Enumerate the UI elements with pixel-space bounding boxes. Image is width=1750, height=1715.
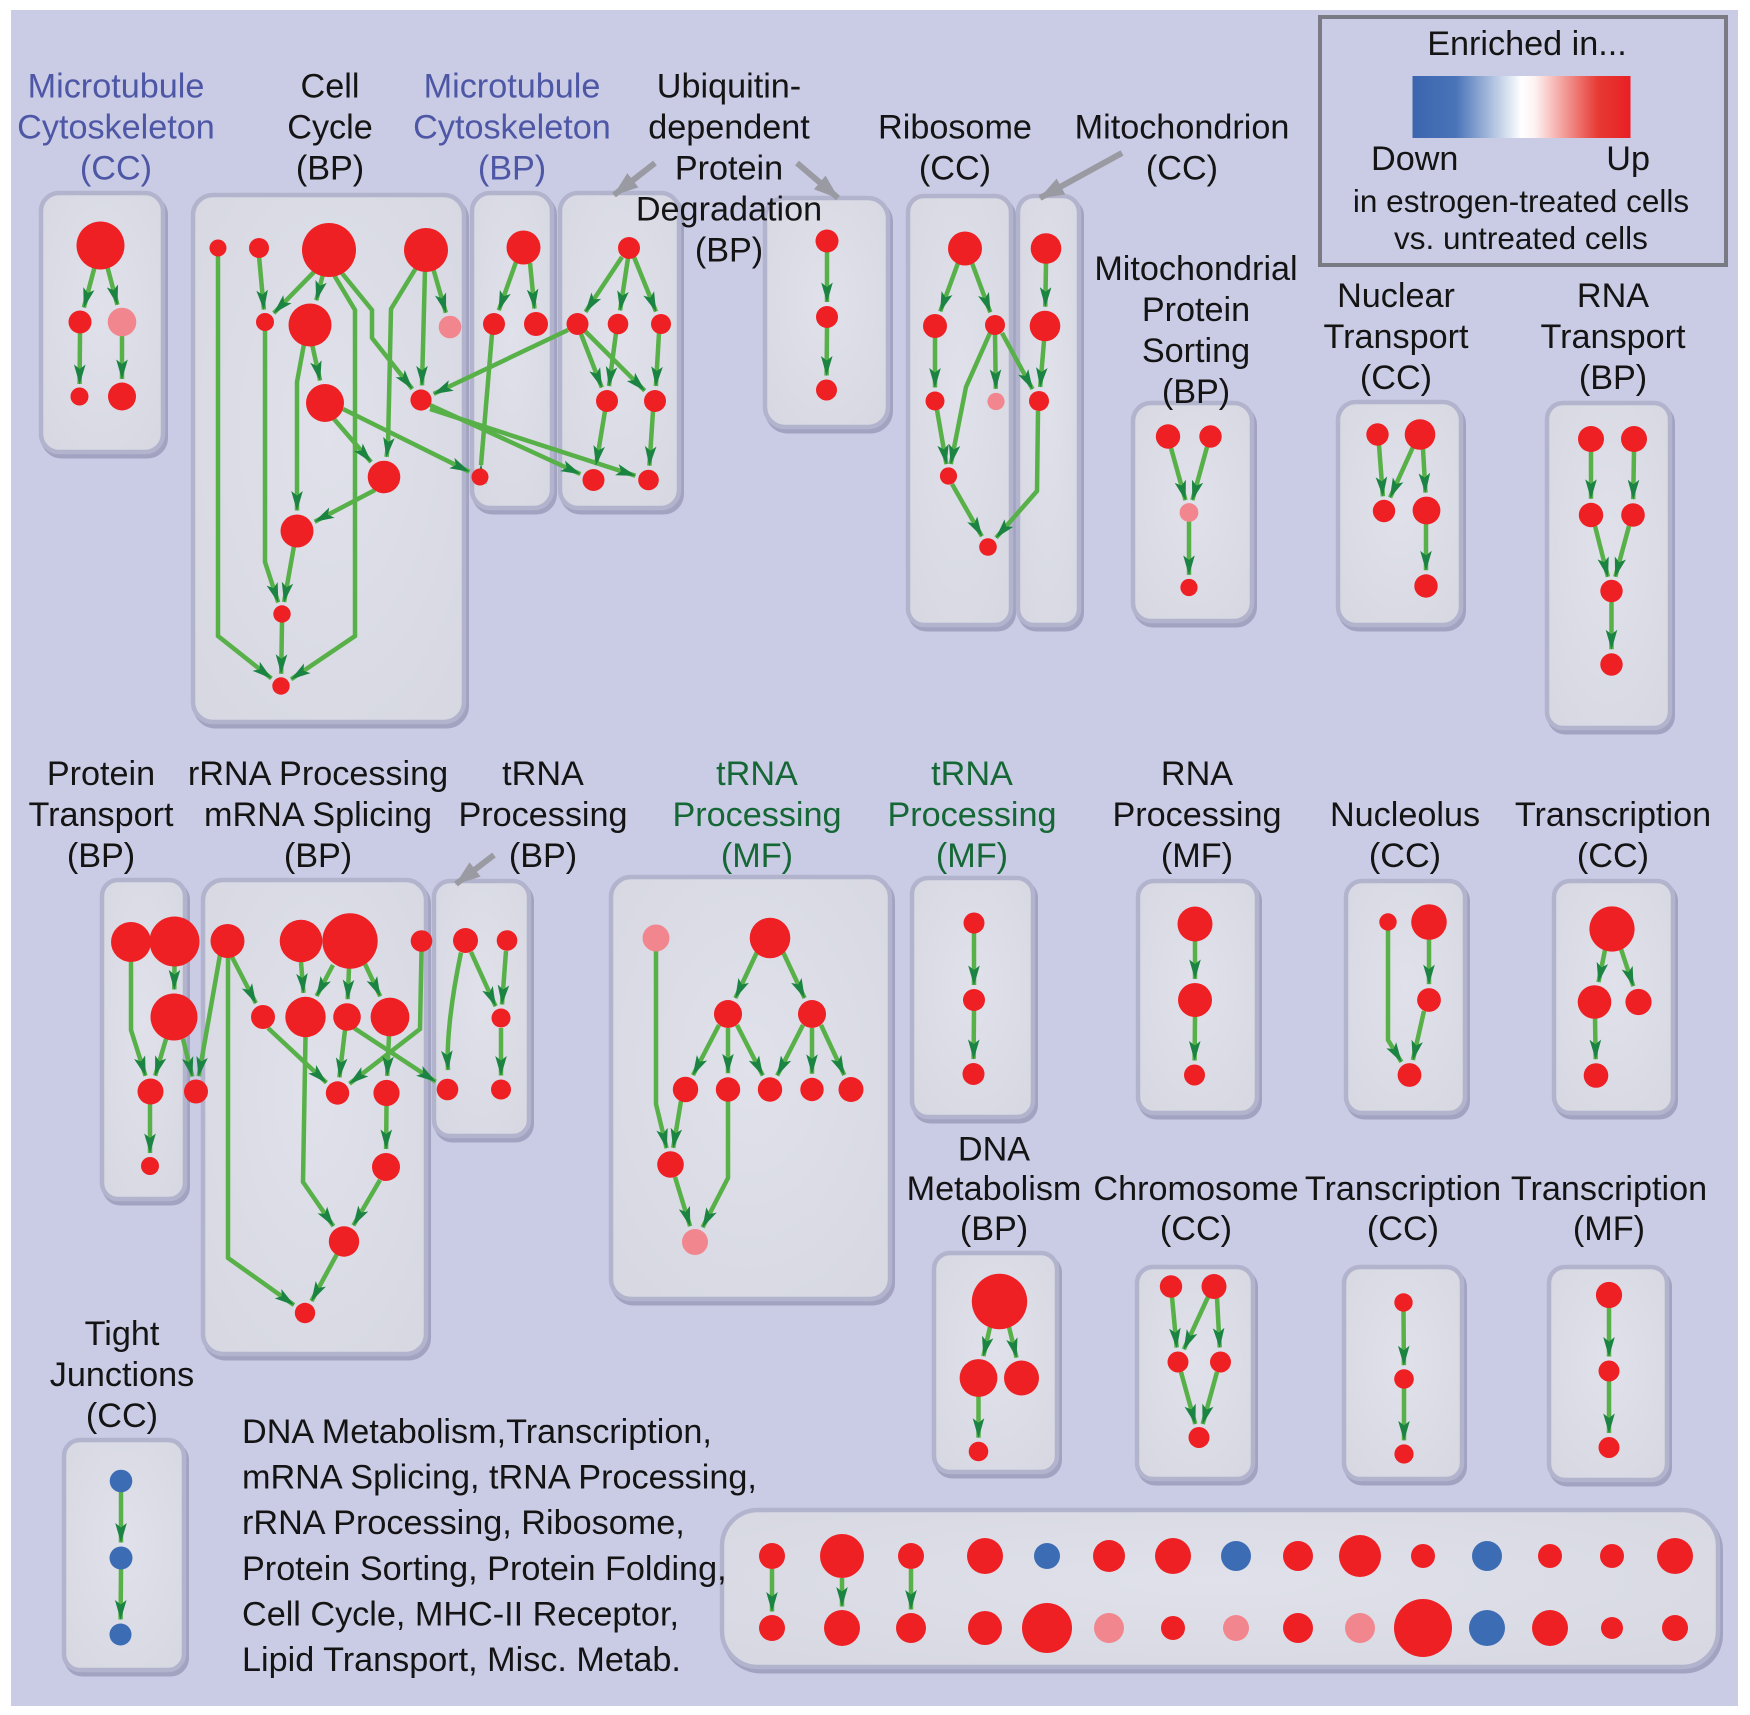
svg-text:(CC): (CC): [919, 150, 991, 188]
svg-text:rRNA Processing, Ribosome,: rRNA Processing, Ribosome,: [242, 1504, 685, 1542]
svg-text:DNA: DNA: [958, 1131, 1030, 1169]
svg-text:(BP): (BP): [509, 837, 577, 875]
svg-text:Processing: Processing: [672, 796, 841, 834]
svg-text:Nuclear: Nuclear: [1337, 277, 1455, 315]
svg-text:rRNA Processing: rRNA Processing: [188, 755, 448, 793]
svg-text:Protein Sorting, Protein Foldi: Protein Sorting, Protein Folding,: [242, 1550, 727, 1588]
svg-text:Protein: Protein: [675, 150, 783, 188]
svg-text:(CC): (CC): [1367, 1210, 1439, 1248]
svg-text:Cell: Cell: [301, 68, 360, 106]
svg-text:Degradation: Degradation: [636, 191, 822, 229]
svg-text:(BP): (BP): [695, 232, 763, 270]
svg-text:vs. untreated cells: vs. untreated cells: [1394, 220, 1648, 256]
svg-text:(BP): (BP): [67, 837, 135, 875]
svg-text:Ubiquitin-: Ubiquitin-: [657, 68, 801, 106]
svg-text:(CC): (CC): [80, 150, 152, 188]
svg-text:Protein: Protein: [47, 755, 155, 793]
svg-text:Ribosome: Ribosome: [878, 109, 1032, 147]
svg-text:Up: Up: [1606, 140, 1650, 178]
svg-text:Cytoskeleton: Cytoskeleton: [413, 109, 611, 147]
svg-text:(BP): (BP): [296, 150, 364, 188]
svg-text:(CC): (CC): [1146, 150, 1218, 188]
svg-text:Mitochondrion: Mitochondrion: [1075, 109, 1290, 147]
svg-text:Protein: Protein: [1142, 291, 1250, 329]
svg-text:(CC): (CC): [1369, 837, 1441, 875]
svg-text:Transport: Transport: [1540, 318, 1686, 356]
svg-text:Down: Down: [1371, 140, 1458, 178]
svg-text:Nucleolus: Nucleolus: [1330, 796, 1480, 834]
svg-text:(CC): (CC): [1577, 837, 1649, 875]
svg-text:Microtubule: Microtubule: [28, 68, 205, 106]
svg-text:Enriched in...: Enriched in...: [1427, 25, 1627, 63]
svg-text:(CC): (CC): [1160, 1210, 1232, 1248]
svg-text:Chromosome: Chromosome: [1093, 1170, 1298, 1208]
svg-text:Transcription: Transcription: [1515, 796, 1711, 834]
svg-text:(BP): (BP): [1579, 359, 1647, 397]
svg-text:(MF): (MF): [721, 837, 793, 875]
svg-text:tRNA: tRNA: [716, 755, 798, 793]
svg-text:Lipid Transport, Misc. Metab.: Lipid Transport, Misc. Metab.: [242, 1641, 681, 1679]
svg-text:(MF): (MF): [1573, 1210, 1645, 1248]
svg-text:Cycle: Cycle: [287, 109, 373, 147]
svg-text:Microtubule: Microtubule: [424, 68, 601, 106]
svg-text:Mitochondrial: Mitochondrial: [1094, 250, 1297, 288]
svg-text:Transport: Transport: [28, 796, 174, 834]
svg-text:DNA Metabolism,Transcription,: DNA Metabolism,Transcription,: [242, 1413, 712, 1451]
svg-text:Transport: Transport: [1323, 318, 1469, 356]
svg-text:(MF): (MF): [936, 837, 1008, 875]
svg-text:tRNA: tRNA: [931, 755, 1013, 793]
svg-text:Transcription: Transcription: [1305, 1170, 1501, 1208]
svg-text:Junctions: Junctions: [50, 1356, 194, 1394]
svg-text:Processing: Processing: [887, 796, 1056, 834]
svg-text:(CC): (CC): [86, 1397, 158, 1435]
svg-text:in estrogen-treated cells: in estrogen-treated cells: [1353, 183, 1689, 219]
svg-text:Tight: Tight: [85, 1315, 160, 1353]
svg-text:RNA: RNA: [1577, 277, 1649, 315]
svg-text:dependent: dependent: [648, 109, 810, 147]
svg-text:tRNA: tRNA: [502, 755, 584, 793]
svg-text:mRNA Splicing, tRNA Processing: mRNA Splicing, tRNA Processing,: [242, 1459, 757, 1497]
svg-text:(BP): (BP): [960, 1210, 1028, 1248]
svg-text:mRNA Splicing: mRNA Splicing: [204, 796, 432, 834]
svg-text:(CC): (CC): [1360, 359, 1432, 397]
svg-text:Processing: Processing: [1112, 796, 1281, 834]
svg-text:(MF): (MF): [1161, 837, 1233, 875]
svg-text:(BP): (BP): [478, 150, 546, 188]
svg-text:(BP): (BP): [284, 837, 352, 875]
svg-text:Metabolism: Metabolism: [907, 1170, 1082, 1208]
svg-text:Processing: Processing: [458, 796, 627, 834]
svg-text:Sorting: Sorting: [1142, 332, 1250, 370]
svg-text:Cytoskeleton: Cytoskeleton: [17, 109, 215, 147]
svg-text:(BP): (BP): [1162, 373, 1230, 411]
svg-text:Transcription: Transcription: [1511, 1170, 1707, 1208]
svg-text:RNA: RNA: [1161, 755, 1233, 793]
svg-text:Cell Cycle, MHC-II Receptor,: Cell Cycle, MHC-II Receptor,: [242, 1595, 679, 1633]
